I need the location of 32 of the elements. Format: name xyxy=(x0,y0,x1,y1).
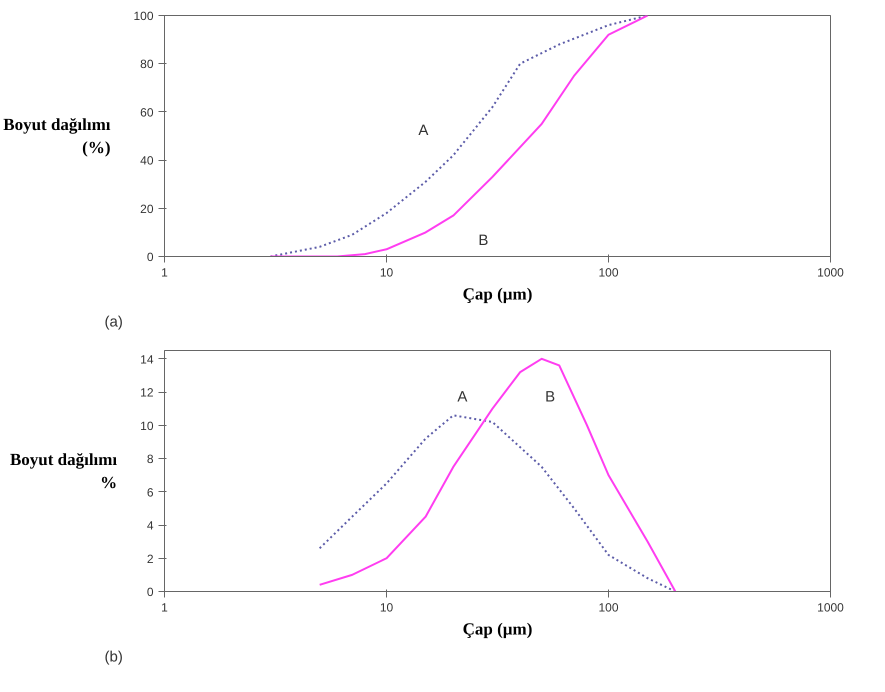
series-label: B xyxy=(478,232,488,250)
y-tick-label: 40 xyxy=(140,154,154,168)
series-label: A xyxy=(418,122,428,139)
x-axis-title: Çap (µm) xyxy=(462,620,532,638)
text: (a) xyxy=(104,314,123,330)
x-tick-label: 1000 xyxy=(817,600,844,614)
y-tick-label: 2 xyxy=(146,552,154,566)
x-tick-label: 10 xyxy=(380,266,394,280)
series-label: A xyxy=(457,388,468,406)
y-tick-label: 14 xyxy=(140,352,154,366)
x-axis-title: Çap (µm) xyxy=(462,284,532,304)
y-tick-label: 12 xyxy=(140,386,154,400)
y-tick-label: 6 xyxy=(146,485,154,500)
x-tick-label: 100 xyxy=(598,266,619,280)
y-axis-title: Boyut dağılımı % xyxy=(10,450,118,492)
x-tick-label: 1000 xyxy=(817,266,844,280)
y-tick-label: 0 xyxy=(146,250,154,264)
y-tick-label: 60 xyxy=(140,105,154,120)
series-label: B xyxy=(545,388,556,406)
y-tick-label: 80 xyxy=(140,57,154,72)
x-tick-label: 1 xyxy=(161,266,168,280)
y-tick-label: 0 xyxy=(146,585,154,599)
y-tick-label: 100 xyxy=(133,9,154,23)
x-tick-label: 1 xyxy=(161,600,168,614)
y-tick-label: 8 xyxy=(146,452,154,466)
y-tick-label: 20 xyxy=(140,202,154,216)
text: (b) xyxy=(104,648,123,666)
x-tick-label: 100 xyxy=(598,600,619,614)
y-axis-title: Boyut dağılımı (%) xyxy=(3,115,111,157)
y-tick-label: 10 xyxy=(140,418,154,433)
x-tick-label: 10 xyxy=(380,600,394,614)
y-tick-label: 4 xyxy=(146,518,154,533)
